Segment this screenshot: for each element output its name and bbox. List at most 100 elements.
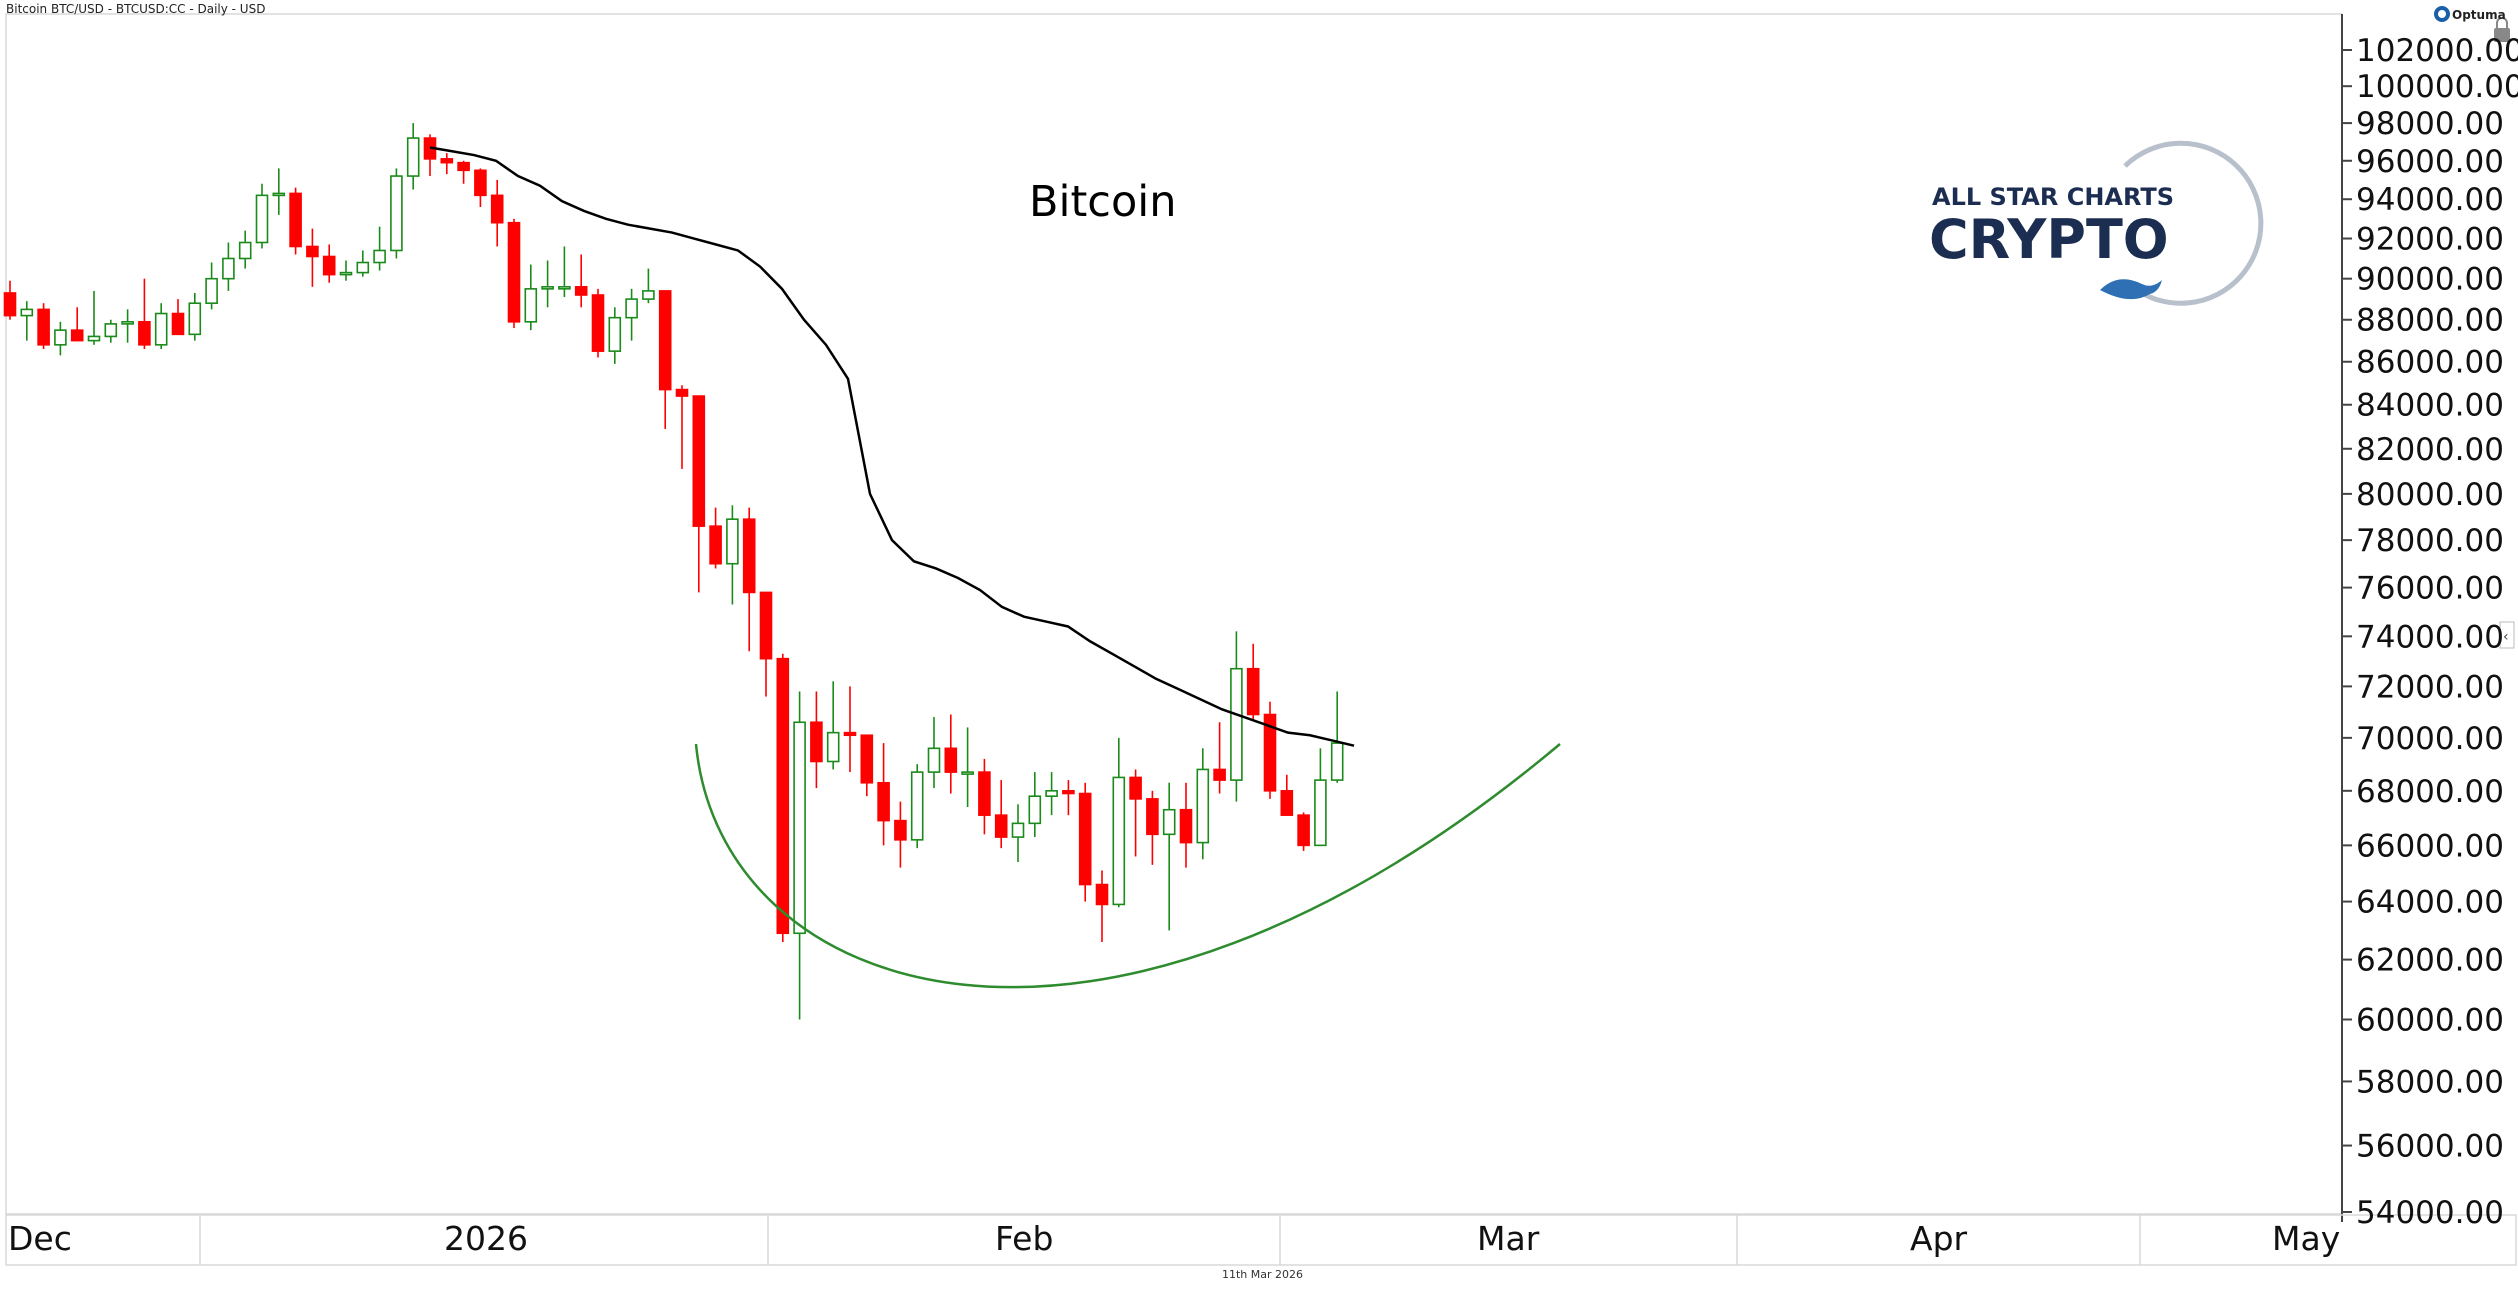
candle-up	[1162, 808, 1176, 836]
candle-up	[726, 518, 739, 565]
candle-down	[1213, 768, 1226, 781]
ma-line	[429, 146, 1355, 747]
y-tick-label: 82000.00	[2356, 432, 2504, 468]
y-tick-label: 62000.00	[2356, 943, 2504, 979]
candle-up	[1112, 776, 1126, 906]
y-tick-label: 94000.00	[2356, 182, 2504, 218]
candle-up	[826, 731, 840, 763]
all-star-charts-logo: ALL STAR CHARTS CRYPTO	[1929, 140, 2264, 306]
y-tick-label: 58000.00	[2356, 1064, 2504, 1100]
chart-title: Bitcoin	[1029, 177, 1176, 227]
candle-up	[961, 771, 974, 775]
candle-down	[70, 329, 84, 342]
logo-line2: CRYPTO	[1929, 208, 2169, 271]
candle-down	[306, 245, 319, 258]
candle-down	[759, 591, 773, 660]
candle-down	[675, 388, 689, 397]
candle-down	[1263, 713, 1277, 792]
candle-up	[1196, 768, 1210, 844]
candle-down	[944, 747, 958, 773]
candle-up	[910, 771, 924, 841]
y-tick-label: 90000.00	[2356, 262, 2504, 298]
x-tick-label: Apr	[1910, 1219, 1968, 1258]
candle-up	[927, 747, 941, 773]
candle-up	[1330, 742, 1344, 781]
candle-up	[339, 271, 353, 276]
candle-up	[373, 249, 386, 264]
candle-down	[1129, 776, 1142, 800]
candle-down	[490, 194, 504, 224]
x-tick-label: Dec	[8, 1219, 72, 1258]
candle-down	[776, 657, 790, 935]
y-tick-label: 86000.00	[2356, 345, 2504, 381]
y-tick-label: 80000.00	[2356, 477, 2504, 513]
candle-down	[658, 290, 672, 391]
y-tick-label: 78000.00	[2356, 523, 2504, 559]
candle-down	[877, 781, 890, 822]
y-tick-label: 66000.00	[2356, 828, 2504, 864]
y-tick-label: 60000.00	[2356, 1002, 2504, 1038]
footer-date: 11th Mar 2026	[1222, 1268, 1303, 1281]
optuma-label: Optuma	[2452, 8, 2506, 22]
candle-down	[1095, 883, 1109, 906]
candle-down	[1246, 667, 1260, 716]
candle-down	[37, 308, 50, 346]
instrument-header: Bitcoin BTC/USD - BTCUSD:CC - Daily - US…	[6, 2, 265, 16]
candle-up	[642, 290, 655, 300]
candle-up	[625, 298, 638, 319]
candle-up	[222, 257, 235, 280]
candle-down	[1179, 808, 1193, 844]
candle-down	[1078, 792, 1092, 886]
candle-down	[978, 771, 991, 816]
optuma-logo-icon-inner	[2438, 10, 2446, 18]
candle-down	[591, 294, 605, 352]
candle-up	[54, 329, 67, 346]
y-tick-label: 54000.00	[2356, 1195, 2504, 1231]
candle-up	[558, 286, 571, 290]
candle-up	[608, 316, 622, 352]
candle-up	[121, 321, 134, 325]
candle-up	[406, 137, 420, 177]
lock-icon[interactable]	[2494, 28, 2510, 42]
candle-up	[1045, 790, 1058, 797]
candle-down	[860, 734, 874, 784]
candle-down	[1146, 798, 1159, 836]
collapse-chevron-icon: ‹	[2503, 629, 2509, 645]
candle-down	[994, 814, 1008, 838]
candle-down	[1297, 814, 1310, 847]
candle-up	[541, 286, 554, 290]
candle-down	[3, 292, 17, 317]
candle-up	[238, 241, 252, 260]
candle-down	[289, 192, 302, 248]
candle-down	[692, 395, 706, 527]
candle-down	[894, 819, 907, 841]
candle-up	[154, 312, 168, 346]
candle-up	[1028, 795, 1042, 825]
candle-up	[188, 302, 202, 336]
y-tick-label: 98000.00	[2356, 106, 2504, 142]
x-tick-label: May	[2272, 1219, 2340, 1258]
collapse-handle[interactable]	[2499, 621, 2515, 649]
candles	[3, 123, 1344, 1020]
candle-up	[1314, 779, 1327, 847]
whale-icon	[2100, 279, 2162, 300]
candle-down	[457, 161, 470, 172]
candle-up	[87, 335, 101, 342]
y-tick-label: 100000.00	[2356, 69, 2518, 105]
candle-down	[742, 518, 756, 594]
chart-frame: ‹	[5, 13, 2517, 1266]
y-tick-label: 76000.00	[2356, 571, 2504, 607]
candle-down	[1062, 790, 1075, 795]
candle-down	[810, 721, 823, 763]
axes: 54000.00 56000.00 58000.00 60000.00 62000.00…	[8, 33, 2518, 1265]
candle-down	[1280, 790, 1294, 816]
candle-down	[171, 312, 185, 336]
candle-down	[322, 255, 336, 276]
y-tick-label: 74000.00	[2356, 619, 2504, 655]
candle-down	[507, 221, 521, 323]
candle-down	[709, 525, 722, 565]
y-tick-label: 96000.00	[2356, 144, 2504, 180]
candle-up	[272, 192, 286, 197]
candle-down	[843, 731, 857, 737]
